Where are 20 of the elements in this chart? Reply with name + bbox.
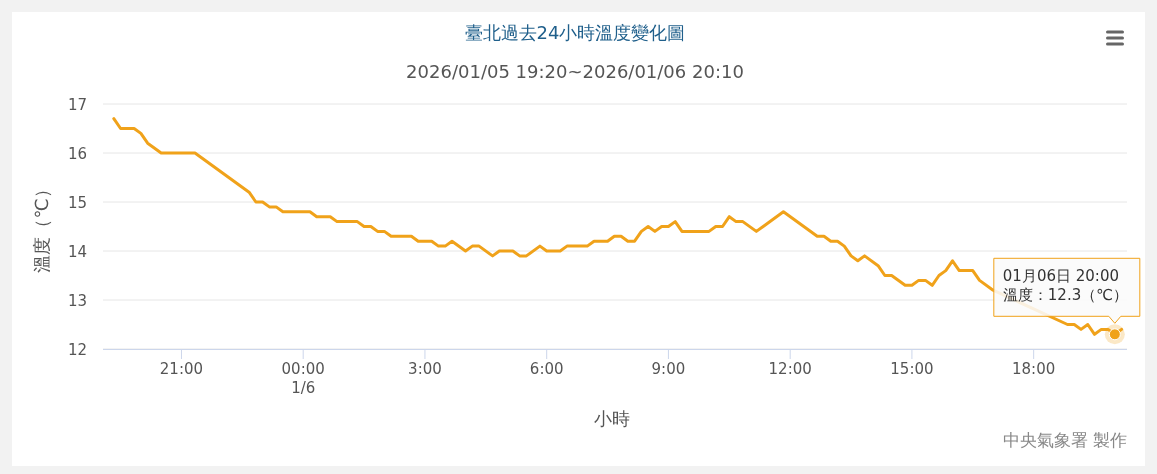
x-tick-label: 15:00 [890, 360, 934, 378]
text: 中央氣象署 製作 [1002, 430, 1127, 450]
chart-subtitle: 2026/01/05 19:20~2026/01/06 20:10 [406, 61, 744, 82]
x-tick-label: 12:00 [768, 360, 812, 378]
x-tick-label: 6:00 [529, 360, 564, 378]
y-tick-label: 14 [67, 243, 87, 261]
y-tick-label: 16 [67, 145, 87, 163]
y-tick-label: 12 [67, 341, 87, 359]
y-tick-label: 15 [67, 194, 87, 212]
x-tick-label: 00:00 1/6 [281, 360, 325, 397]
y-tick-label: 17 [67, 96, 87, 114]
x-tick-label: 18:00 [1012, 360, 1056, 378]
annotation: 01月06日 20:00 溫度：12.3（℃） [1002, 267, 1129, 305]
y-tick-label: 13 [67, 292, 87, 310]
y-axis-title: 溫度（℃） [31, 180, 52, 273]
x-tick-label: 9:00 [651, 360, 686, 378]
chart-title: 臺北過去24小時溫度變化圖 [464, 22, 686, 43]
x-tick-label: 21:00 [159, 360, 204, 378]
x-tick-label: 3:00 [408, 360, 442, 378]
x-axis-title: 小時 [594, 408, 630, 429]
